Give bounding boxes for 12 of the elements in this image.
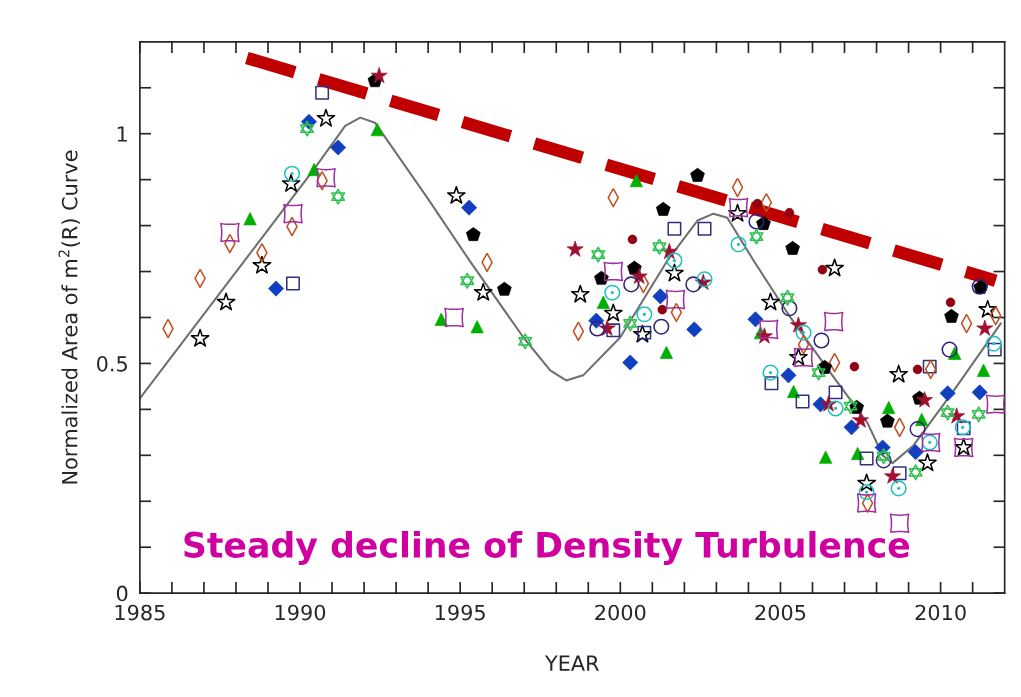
y-tick-label: 0 (116, 585, 128, 602)
annotation: Steady decline of Density Turbulence (184, 531, 910, 565)
x-axis-title: YEAR (544, 655, 599, 671)
x-tick-label: 1995 (435, 604, 485, 621)
y-tick-label: 0.5 (97, 355, 127, 372)
x-tick-label: 2005 (755, 604, 806, 621)
y-axis-title: Normalized Area of m$^{2}$(R) Curve (58, 150, 80, 484)
x-tick-label: 1990 (275, 604, 326, 621)
y-tick-label: 1 (117, 126, 127, 142)
x-tick-label: 2000 (595, 604, 646, 621)
x-tick-label: 1985 (115, 604, 165, 621)
x-tick-label: 2010 (915, 604, 966, 621)
